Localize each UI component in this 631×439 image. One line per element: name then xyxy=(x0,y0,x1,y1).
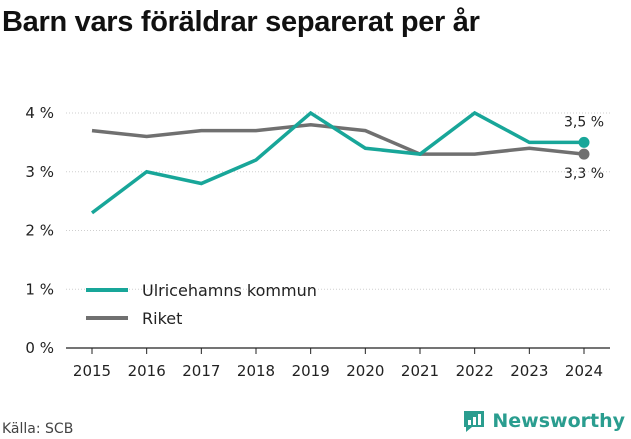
y-tick-label: 1 % xyxy=(25,280,54,298)
legend-label: Ulricehamns kommun xyxy=(142,281,317,300)
y-tick-label: 0 % xyxy=(25,339,54,357)
x-tick-label: 2024 xyxy=(565,362,603,380)
newsworthy-logo-icon xyxy=(464,411,485,432)
x-axis: 2015 2016 2017 2018 2019 2020 2021 2022 2023 2024 xyxy=(66,347,610,380)
x-tick-label: 2023 xyxy=(510,362,548,380)
end-value-label: 3,3 % xyxy=(564,166,604,182)
y-tick-label: 4 % xyxy=(25,104,54,122)
x-tick-label: 2022 xyxy=(456,362,494,380)
series-end-point xyxy=(578,148,590,160)
x-tick-label: 2017 xyxy=(182,362,220,380)
x-tick-label: 2018 xyxy=(237,362,275,380)
x-tick-label: 2019 xyxy=(292,362,330,380)
brand-name: Newsworthy xyxy=(492,410,625,432)
source-note: Källa: SCB xyxy=(2,421,74,437)
series-lines xyxy=(90,110,590,215)
legend-label: Riket xyxy=(142,309,182,328)
series-line-ulricehamns-kommun xyxy=(90,110,584,215)
end-labels: 3,5 % 3,3 % xyxy=(564,114,604,182)
y-tick-label: 3 % xyxy=(25,163,54,181)
brand-logo: Newsworthy xyxy=(461,408,625,434)
end-value-label: 3,5 % xyxy=(564,114,604,130)
y-tick-label: 2 % xyxy=(25,222,54,240)
x-tick-label: 2020 xyxy=(346,362,384,380)
x-tick-label: 2021 xyxy=(401,362,439,380)
series-line-riket xyxy=(91,122,585,156)
legend: Ulricehamns kommun Riket xyxy=(86,281,317,328)
y-axis-labels: 0 % 1 % 2 % 3 % 4 % xyxy=(25,104,54,357)
chart-title: Barn vars föräldrar separerat per år xyxy=(2,6,480,38)
x-tick-label: 2015 xyxy=(73,362,111,380)
x-tick-label: 2016 xyxy=(128,362,166,380)
grid-lines xyxy=(66,112,610,290)
series-end-point xyxy=(578,136,590,148)
